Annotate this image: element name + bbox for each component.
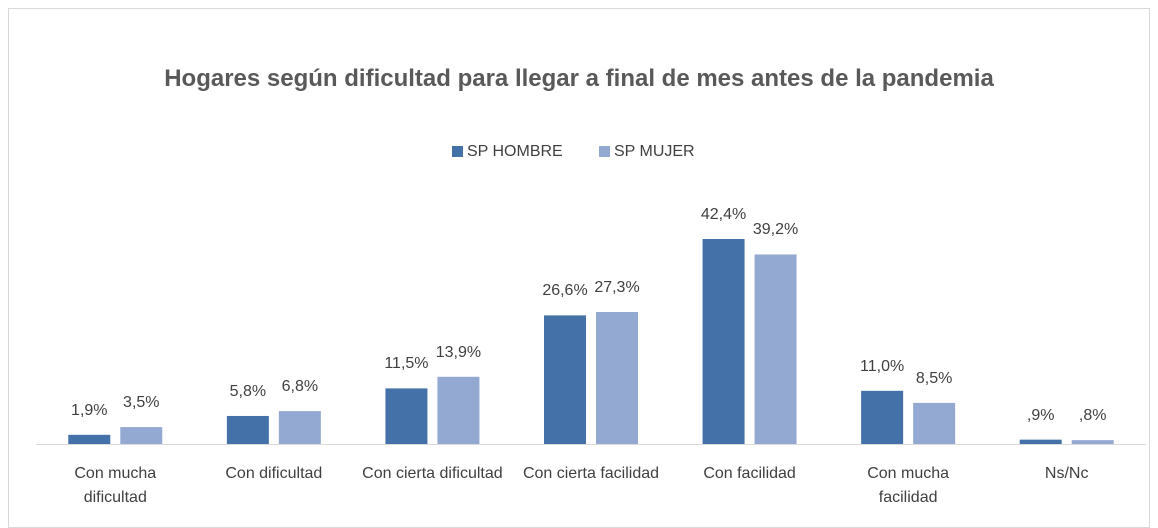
x-tick-label: Ns/Nc [1044, 465, 1089, 482]
data-label: 39,2% [752, 221, 799, 239]
data-label: 6,8% [281, 378, 319, 396]
x-tick-label: Con mucha facilidad [867, 465, 950, 506]
x-tick-label: Con dificultad [225, 465, 323, 482]
bar [596, 312, 638, 444]
bar [544, 315, 586, 444]
data-label: 5,8% [229, 382, 267, 400]
data-label: 3,5% [123, 394, 160, 412]
data-label: 13,9% [435, 343, 482, 361]
data-label: 42,4% [700, 206, 747, 223]
data-label: 27,3% [594, 279, 640, 296]
bar [913, 402, 956, 444]
bar [120, 427, 163, 444]
x-tick-label: Con facilidad [703, 465, 796, 482]
bar [437, 376, 480, 444]
data-label: 26,6% [542, 282, 588, 300]
bar [1019, 439, 1062, 444]
data-label: ,8% [1078, 407, 1107, 425]
bar [68, 434, 111, 444]
data-label: ,9% [1026, 406, 1055, 424]
bar [754, 254, 797, 444]
bar [278, 411, 321, 444]
data-label: 11,0% [860, 357, 905, 375]
bar [226, 415, 269, 444]
bar [861, 390, 904, 444]
legend-label: SP MUJER [614, 143, 695, 160]
bar [702, 239, 745, 444]
data-label: 8,5% [915, 369, 953, 387]
bar [1071, 440, 1114, 444]
x-tick-label: Con mucha dificultad [74, 465, 157, 506]
legend-swatch [599, 146, 610, 157]
chart-title: Hogares según dificultad para llegar a f… [164, 65, 994, 92]
legend-label: SP HOMBRE [467, 143, 563, 160]
bar [385, 388, 428, 444]
x-tick-label: Con cierta facilidad [522, 465, 660, 482]
legend-swatch [452, 146, 463, 157]
data-label: 1,9% [71, 401, 108, 419]
data-label: 11,5% [384, 355, 429, 373]
x-tick-label: Con cierta dificultad [362, 465, 503, 482]
